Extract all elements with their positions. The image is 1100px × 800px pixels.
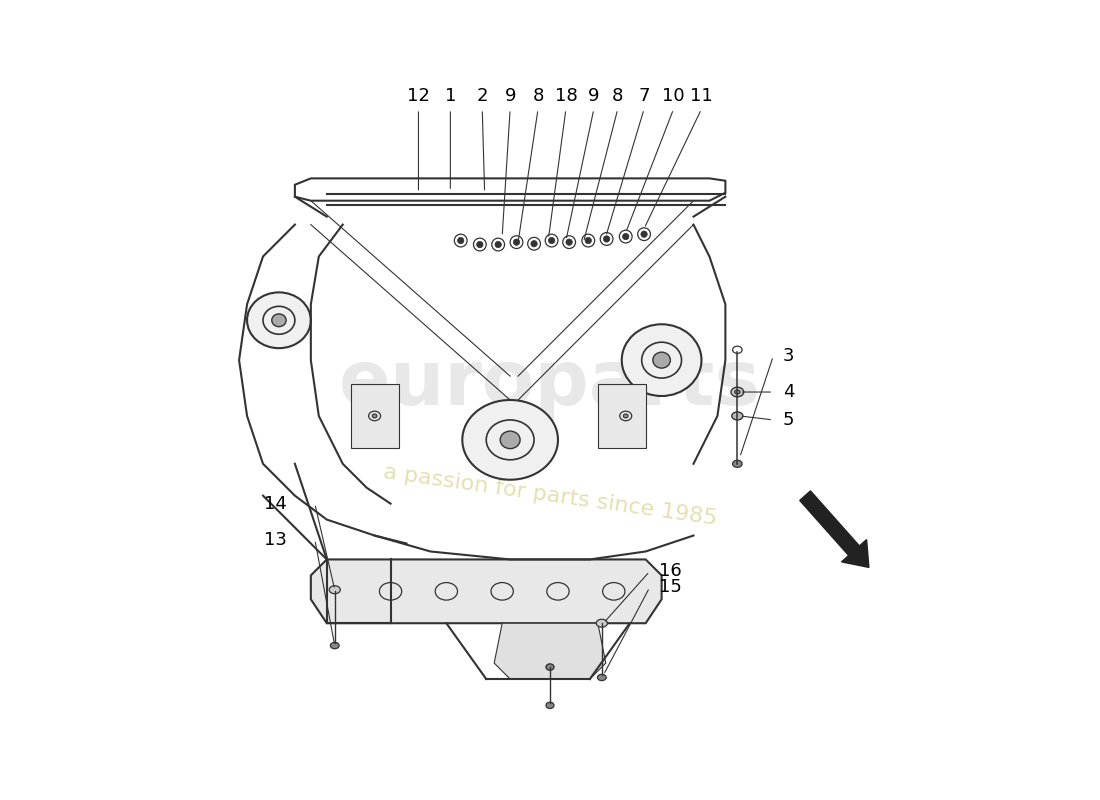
Text: 11: 11 xyxy=(690,87,713,105)
Ellipse shape xyxy=(624,414,628,418)
Circle shape xyxy=(641,231,647,238)
Text: 16: 16 xyxy=(659,562,682,581)
Ellipse shape xyxy=(546,702,554,709)
Text: 8: 8 xyxy=(612,87,624,105)
Ellipse shape xyxy=(735,390,740,394)
Text: 14: 14 xyxy=(264,494,286,513)
Polygon shape xyxy=(311,559,661,623)
Ellipse shape xyxy=(597,674,606,681)
Ellipse shape xyxy=(500,431,520,449)
Ellipse shape xyxy=(733,460,742,467)
Circle shape xyxy=(476,242,483,248)
Text: 13: 13 xyxy=(264,530,286,549)
Text: 3: 3 xyxy=(783,347,794,365)
Circle shape xyxy=(585,238,592,244)
Circle shape xyxy=(565,239,572,246)
Ellipse shape xyxy=(621,324,702,396)
Text: 1: 1 xyxy=(444,87,456,105)
Text: 8: 8 xyxy=(532,87,543,105)
Text: 2: 2 xyxy=(476,87,488,105)
Ellipse shape xyxy=(372,414,377,418)
Circle shape xyxy=(604,236,609,242)
Text: 5: 5 xyxy=(783,411,794,429)
Ellipse shape xyxy=(732,387,744,397)
Ellipse shape xyxy=(330,642,339,649)
Circle shape xyxy=(531,241,537,247)
Ellipse shape xyxy=(248,292,311,348)
Circle shape xyxy=(495,242,502,248)
Ellipse shape xyxy=(546,664,554,670)
FancyArrow shape xyxy=(800,491,869,567)
Ellipse shape xyxy=(272,314,286,326)
Text: 4: 4 xyxy=(783,383,794,401)
Ellipse shape xyxy=(652,352,670,368)
Text: 12: 12 xyxy=(407,87,430,105)
FancyBboxPatch shape xyxy=(351,384,398,448)
Text: 18: 18 xyxy=(554,87,578,105)
Text: 7: 7 xyxy=(638,87,650,105)
Text: 9: 9 xyxy=(588,87,600,105)
Ellipse shape xyxy=(596,619,607,627)
Text: 9: 9 xyxy=(505,87,516,105)
Text: 10: 10 xyxy=(662,87,685,105)
Circle shape xyxy=(623,234,629,240)
Text: 15: 15 xyxy=(659,578,682,596)
Ellipse shape xyxy=(732,412,742,420)
Circle shape xyxy=(549,238,554,244)
Ellipse shape xyxy=(329,586,340,594)
FancyBboxPatch shape xyxy=(597,384,646,448)
Circle shape xyxy=(458,238,464,244)
Polygon shape xyxy=(494,623,606,679)
Circle shape xyxy=(514,239,519,246)
Text: a passion for parts since 1985: a passion for parts since 1985 xyxy=(382,462,718,529)
Text: europarts: europarts xyxy=(339,347,761,421)
Ellipse shape xyxy=(462,400,558,480)
